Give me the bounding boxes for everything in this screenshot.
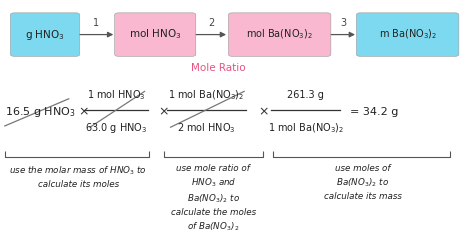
FancyBboxPatch shape [228, 13, 331, 56]
Text: use the molar mass of HNO$_3$ to
calculate its moles: use the molar mass of HNO$_3$ to calcula… [9, 164, 147, 188]
Text: use moles of
Ba(NO$_3$)$_2$ to
calculate its mass: use moles of Ba(NO$_3$)$_2$ to calculate… [324, 164, 401, 201]
Text: 16.5 g HNO$_3$: 16.5 g HNO$_3$ [5, 105, 75, 119]
FancyBboxPatch shape [356, 13, 459, 56]
Text: g HNO$_3$: g HNO$_3$ [25, 28, 65, 41]
Text: 63.0 g HNO$_3$: 63.0 g HNO$_3$ [85, 122, 147, 135]
Text: 261.3 g: 261.3 g [287, 90, 324, 100]
Text: mol HNO$_3$: mol HNO$_3$ [129, 28, 182, 41]
Text: use mole ratio of
HNO$_3$ and
Ba(NO$_3$)$_2$ to
calculate the moles
of Ba(NO$_3$: use mole ratio of HNO$_3$ and Ba(NO$_3$)… [171, 164, 256, 233]
Text: 1 mol HNO$_3$: 1 mol HNO$_3$ [87, 88, 146, 102]
Text: $\times$: $\times$ [258, 106, 268, 119]
Text: = 34.2 g: = 34.2 g [350, 107, 398, 117]
Text: m Ba(NO$_3$)$_2$: m Ba(NO$_3$)$_2$ [379, 28, 437, 41]
Text: 1 mol Ba(NO$_3$)$_2$: 1 mol Ba(NO$_3$)$_2$ [268, 122, 344, 135]
Text: $\times$: $\times$ [78, 106, 88, 119]
Text: $\times$: $\times$ [158, 106, 169, 119]
Text: 1 mol Ba(NO$_3$)$_2$: 1 mol Ba(NO$_3$)$_2$ [168, 88, 244, 102]
Text: 2: 2 [208, 19, 214, 28]
FancyBboxPatch shape [115, 13, 196, 56]
Text: 2 mol HNO$_3$: 2 mol HNO$_3$ [177, 122, 236, 135]
Text: Mole Ratio: Mole Ratio [191, 63, 246, 73]
Text: 1: 1 [93, 19, 99, 28]
FancyBboxPatch shape [10, 13, 80, 56]
Text: 3: 3 [340, 19, 346, 28]
Text: mol Ba(NO$_3$)$_2$: mol Ba(NO$_3$)$_2$ [246, 28, 313, 41]
